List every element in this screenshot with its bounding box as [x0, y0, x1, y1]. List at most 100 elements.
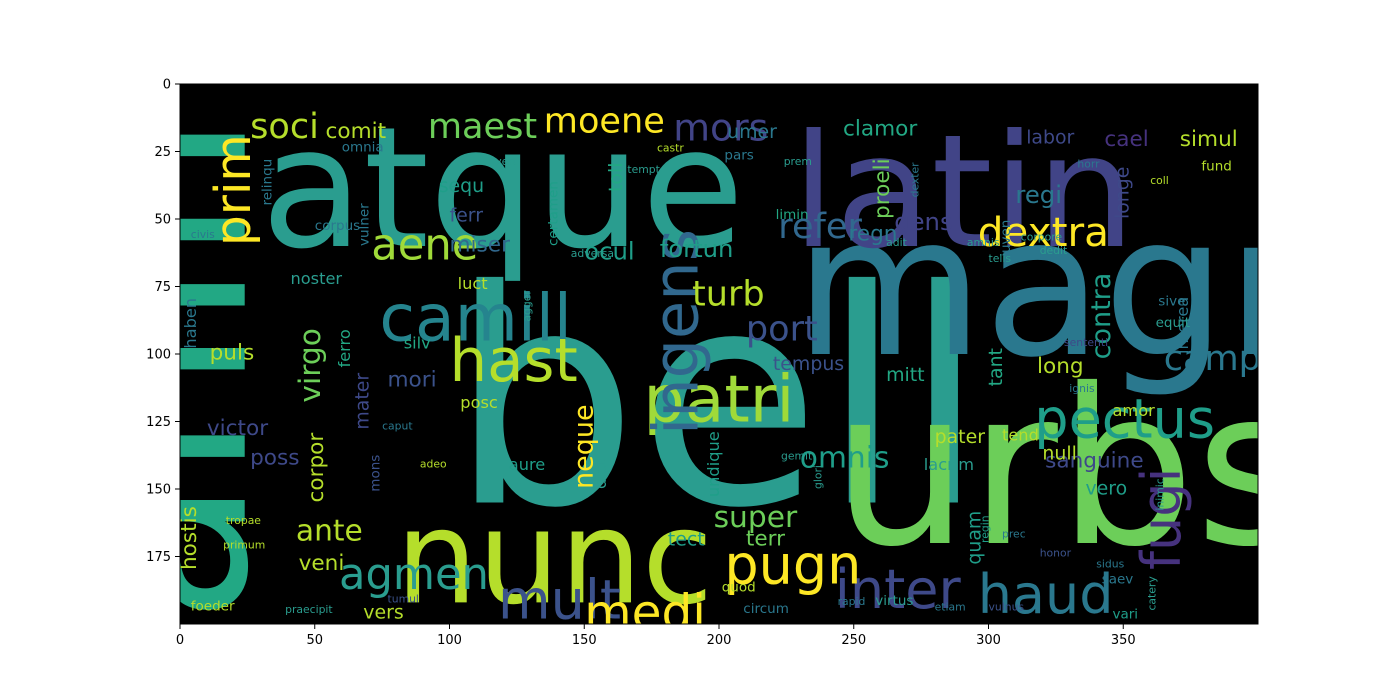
word-gens: gens	[894, 207, 952, 236]
word-haben: haben	[181, 298, 200, 349]
word-interea: interea	[1173, 297, 1192, 354]
plot-background	[180, 84, 1258, 624]
word-tempt: tempt	[627, 163, 659, 176]
word-comit: comit	[326, 119, 387, 144]
word-mitt: mitt	[886, 364, 924, 386]
word-pars: pars	[724, 148, 753, 164]
word-turb: turb	[692, 273, 765, 314]
word-praecipit: praecipit	[285, 603, 333, 616]
word-vero: vero	[1086, 477, 1128, 499]
word-toll: toll	[605, 163, 627, 192]
word-ferro: ferro	[335, 329, 354, 367]
word-nunc: nunc	[396, 482, 714, 633]
word-refer: refer	[778, 206, 862, 247]
word-camp: camp	[1164, 338, 1261, 379]
word-etiam: etiam	[935, 601, 966, 614]
word-mons: mons	[367, 455, 383, 492]
word-sanguine: sanguine	[1045, 448, 1144, 473]
word-prec: prec	[1002, 528, 1026, 541]
word-latin: latin	[792, 101, 1136, 283]
word-amor: amor	[1113, 401, 1156, 420]
word-prim: prim	[206, 134, 262, 246]
word-pater: pater	[935, 426, 986, 448]
word-regi: regi	[1015, 180, 1062, 209]
word-amnis: amnis	[967, 236, 1000, 249]
word-vulnus: vulnus	[989, 601, 1025, 614]
word-tempus: tempus	[773, 353, 844, 375]
word-primum: primum	[223, 538, 265, 551]
word-dict: dict	[591, 459, 610, 489]
word-tant: tant	[985, 348, 1007, 386]
y-tick-label: 100	[146, 348, 171, 363]
word-haud: haud	[978, 563, 1114, 626]
word-aene: aene	[371, 221, 478, 271]
word-sequ: sequ	[439, 175, 484, 197]
word-fortun: fortun	[660, 234, 734, 263]
word-terr: terr	[746, 527, 785, 552]
word-agmen: agmen	[339, 550, 489, 600]
word-caput: caput	[382, 420, 412, 433]
word-omnia: omnia	[342, 140, 384, 156]
word-ignis: ignis	[1069, 382, 1095, 395]
word-tumul: tumul	[388, 592, 419, 605]
x-tick-label: 200	[707, 633, 732, 648]
word-super: super	[714, 500, 798, 535]
word-bell: bell	[450, 228, 986, 574]
word-patri: patri	[644, 363, 795, 438]
word-urbs: urbs	[832, 343, 1307, 594]
word-coll: coll	[1150, 174, 1169, 187]
word-ocul: ocul	[584, 237, 634, 266]
word-quod: quod	[722, 580, 756, 596]
word-mater: mater	[352, 373, 374, 430]
word-corpor: corpor	[304, 433, 329, 503]
word-castr: castr	[657, 142, 684, 155]
word-simul: simul	[1180, 127, 1238, 152]
word-cael: cael	[1104, 127, 1148, 152]
word-mult: mult	[498, 569, 621, 632]
x-tick-label: 50	[306, 633, 323, 648]
word-fund: fund	[1201, 158, 1231, 174]
word-hast: hast	[450, 327, 578, 396]
word-rapid: rapid	[838, 595, 866, 608]
word-omnis: omnis	[800, 440, 890, 475]
word-silv: silv	[404, 334, 431, 353]
word-ante: ante	[296, 513, 363, 548]
word-vari: vari	[1113, 607, 1139, 623]
word-horr: horr	[1077, 158, 1100, 171]
word-puls: puls	[210, 340, 255, 365]
word-tect: tect	[668, 529, 705, 551]
x-tick-label: 300	[976, 633, 1001, 648]
word-equit: equit	[1156, 315, 1190, 331]
word-vert: vert	[495, 155, 517, 168]
word-tend: tend	[1002, 425, 1039, 444]
x-axis: 0 50 100 150 200 250 300 350	[176, 624, 1136, 648]
word-inter: inter	[835, 558, 962, 621]
word-aure: aure	[509, 455, 545, 474]
word-labor: labor	[1026, 126, 1074, 148]
word-civis: civis	[191, 228, 215, 241]
word-tropae: tropae	[226, 514, 262, 527]
word-hostis: hostis	[177, 506, 202, 570]
word-honor: honor	[1040, 547, 1072, 560]
word-virgo: virgo	[293, 328, 328, 403]
word-regn: regn	[848, 222, 897, 247]
word-gemit: gemit	[781, 449, 812, 462]
word-catery: catery	[1146, 576, 1159, 611]
word-dexter: dexter	[908, 162, 921, 198]
word-adversa: adversa	[571, 247, 614, 260]
word-juven: juven	[998, 220, 1014, 258]
word-virtus: virtus	[875, 593, 913, 609]
word-anim: anim	[25, 30, 302, 624]
word-undique: undique	[704, 431, 723, 497]
word-certamen: certamen	[545, 181, 561, 246]
word-adit: adit	[886, 236, 907, 249]
word-veni: veni	[299, 551, 345, 576]
word-port: port	[746, 309, 818, 350]
word-medi: medi	[584, 585, 706, 641]
word-prem: prem	[784, 155, 812, 168]
word-saev: saev	[1102, 572, 1134, 588]
y-tick-label: 50	[154, 213, 171, 228]
word-proeli: proeli	[870, 158, 895, 219]
word-magn: magn	[795, 174, 1350, 400]
